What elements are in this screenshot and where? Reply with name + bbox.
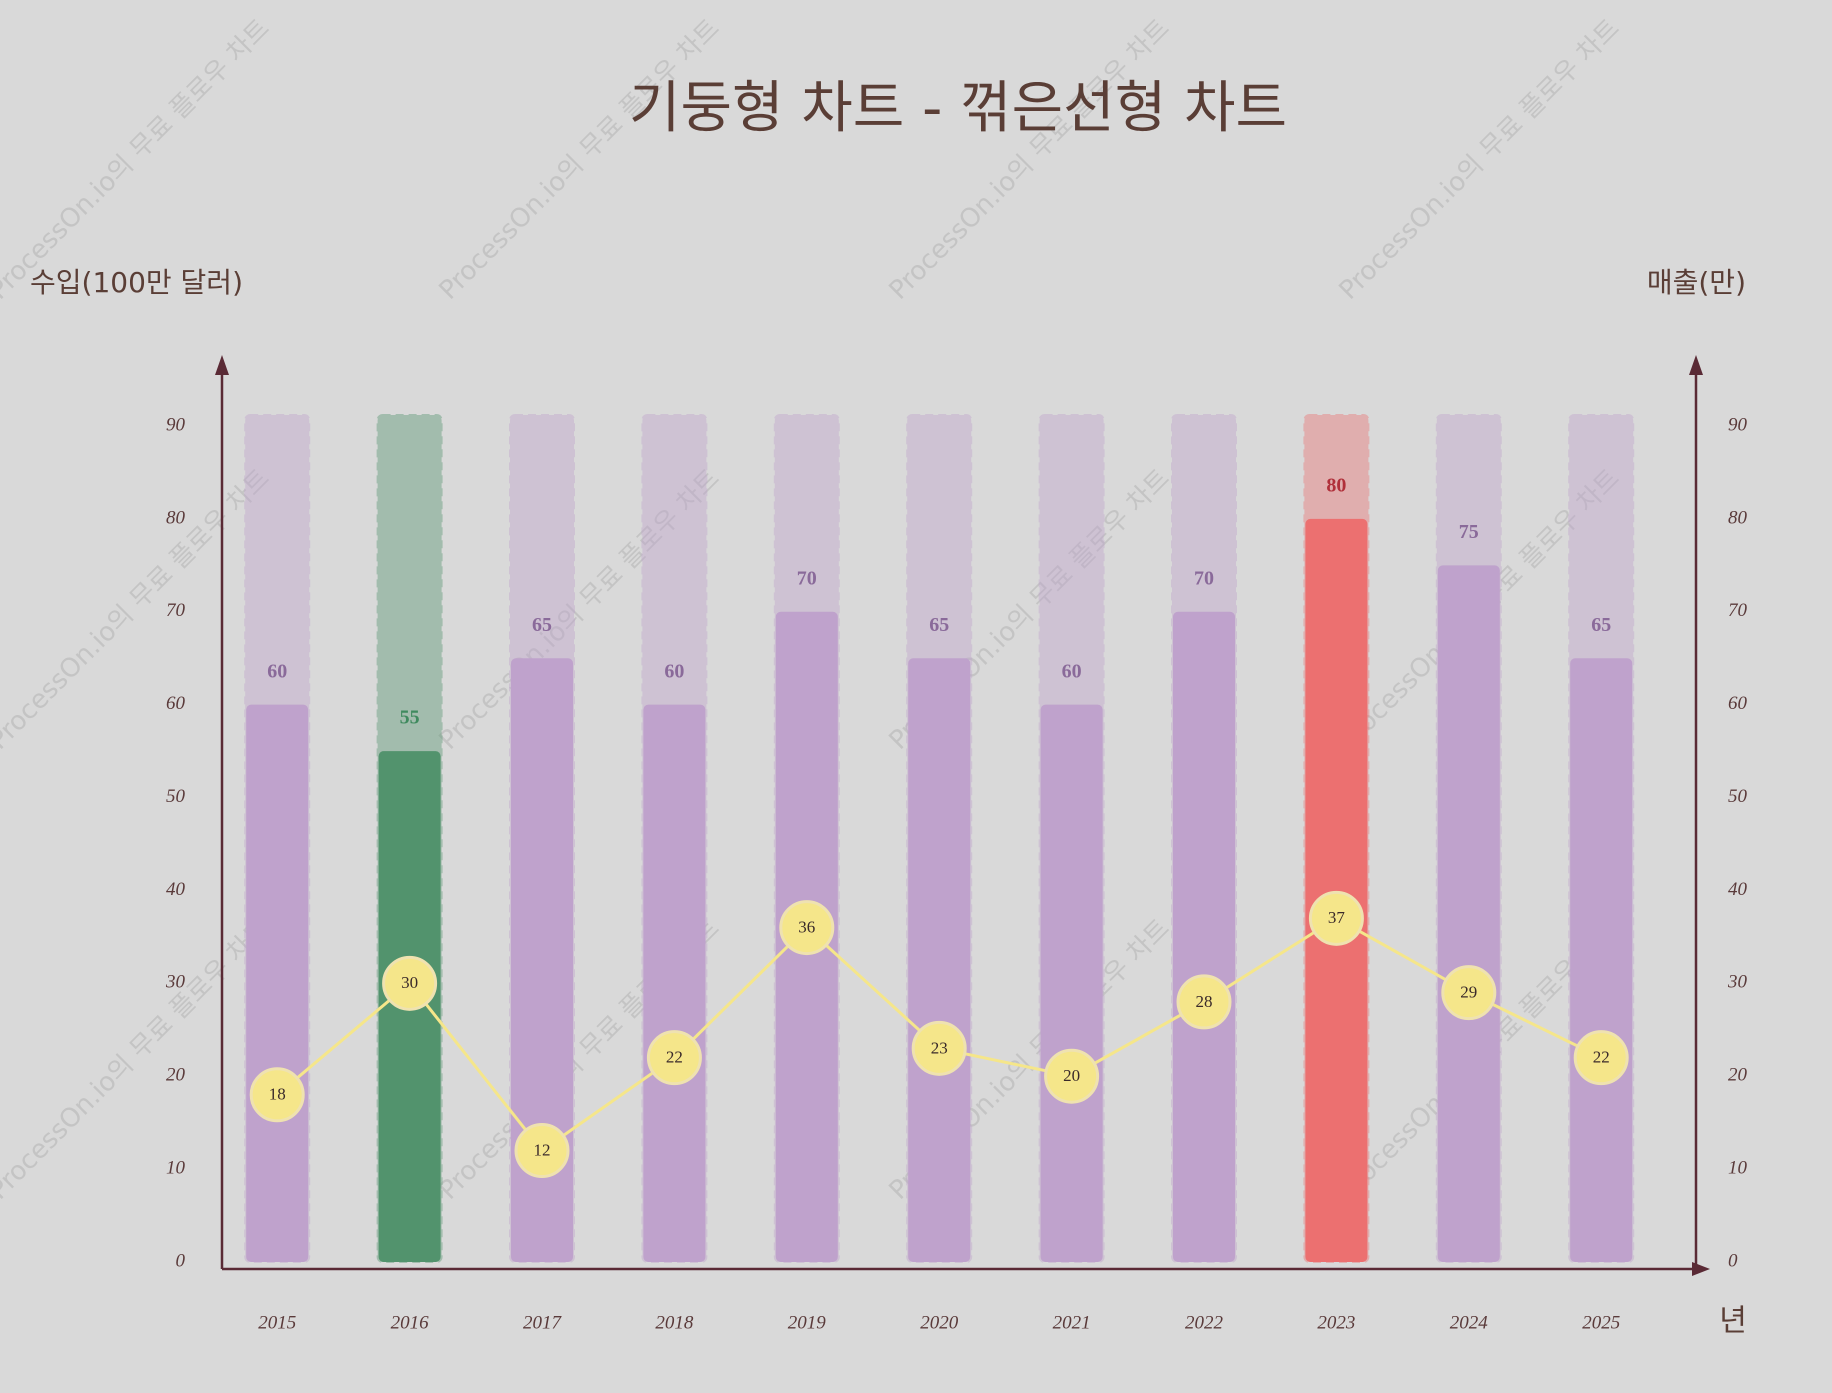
x-tick-label: 2023 <box>1317 1312 1355 1333</box>
line-marker <box>514 1123 570 1179</box>
bar-value-label: 80 <box>1326 475 1346 497</box>
bar-value-label: 60 <box>267 660 287 682</box>
x-tick-label: 2024 <box>1450 1312 1489 1333</box>
y2-tick-label: 90 <box>1728 414 1748 435</box>
y2-tick-label: 0 <box>1728 1250 1738 1271</box>
bar <box>1305 518 1368 1262</box>
line-marker <box>911 1020 967 1076</box>
bar-value-label: 55 <box>400 707 420 729</box>
line-marker <box>382 955 438 1011</box>
line-marker <box>1308 890 1364 946</box>
line-value-label: 28 <box>1196 992 1213 1011</box>
bar <box>511 658 573 1262</box>
line-marker <box>1441 965 1497 1021</box>
x-tick-label: 2025 <box>1582 1312 1620 1333</box>
bar <box>1040 704 1103 1262</box>
x-axis-title: 년 <box>1719 1304 1747 1339</box>
line-marker <box>1176 974 1232 1030</box>
line-value-label: 22 <box>1593 1048 1610 1067</box>
y-axis-arrow <box>1689 355 1703 375</box>
y-tick-label: 90 <box>166 414 186 435</box>
line-value-label: 12 <box>534 1140 551 1159</box>
line-marker <box>779 900 835 956</box>
bar-value-label: 70 <box>797 567 817 589</box>
y2-tick-label: 20 <box>1728 1065 1748 1086</box>
y-axis-arrow <box>215 355 229 375</box>
x-tick-label: 2021 <box>1053 1312 1091 1333</box>
y2-axis-title: 매출(만) <box>1647 266 1746 299</box>
line-marker <box>249 1067 305 1123</box>
x-tick-label: 2015 <box>258 1312 296 1333</box>
y-tick-label: 40 <box>166 879 186 900</box>
line-value-label: 30 <box>401 973 418 992</box>
bar <box>246 704 309 1262</box>
line-value-label: 20 <box>1063 1066 1080 1085</box>
y2-tick-label: 10 <box>1728 1157 1748 1178</box>
bar-value-label: 60 <box>1062 660 1082 682</box>
y-tick-label: 30 <box>165 972 186 993</box>
y2-tick-label: 80 <box>1728 507 1748 528</box>
line-marker <box>646 1030 702 1086</box>
bar-value-label: 65 <box>929 614 949 636</box>
bar-value-label: 75 <box>1459 521 1479 543</box>
line-marker <box>1573 1030 1629 1086</box>
y-tick-label: 50 <box>166 786 186 807</box>
y-tick-label: 80 <box>166 507 186 528</box>
bar <box>1173 611 1235 1262</box>
chart-title: 기둥형 차트 - 꺾은선형 차트 <box>629 76 1287 141</box>
bar-value-label: 65 <box>532 614 552 636</box>
y-tick-label: 0 <box>176 1250 186 1271</box>
x-tick-label: 2022 <box>1185 1312 1224 1333</box>
line-value-label: 37 <box>1328 908 1346 927</box>
line-value-label: 23 <box>931 1038 948 1057</box>
bar-value-label: 65 <box>1591 614 1611 636</box>
y2-tick-label: 30 <box>1727 972 1748 993</box>
y-axis-title: 수입(100만 달러) <box>30 266 243 299</box>
bar <box>643 704 706 1262</box>
y-tick-label: 20 <box>166 1065 186 1086</box>
line-marker <box>1044 1048 1100 1104</box>
x-tick-label: 2019 <box>788 1312 827 1333</box>
line-value-label: 36 <box>798 918 815 937</box>
x-tick-label: 2016 <box>391 1312 430 1333</box>
line-value-label: 18 <box>269 1085 286 1104</box>
y2-tick-label: 50 <box>1728 786 1748 807</box>
y2-tick-label: 70 <box>1728 600 1748 621</box>
x-tick-label: 2017 <box>523 1312 563 1333</box>
x-tick-label: 2018 <box>655 1312 694 1333</box>
y2-tick-label: 60 <box>1728 693 1748 714</box>
line-value-label: 29 <box>1460 983 1477 1002</box>
bar <box>1570 658 1633 1262</box>
y2-tick-label: 40 <box>1728 879 1748 900</box>
bar <box>1437 565 1500 1262</box>
x-tick-label: 2020 <box>920 1312 959 1333</box>
y-tick-label: 60 <box>166 693 186 714</box>
bar-value-label: 60 <box>664 660 684 682</box>
bar <box>908 658 971 1262</box>
y-tick-label: 70 <box>166 600 186 621</box>
y-tick-label: 10 <box>166 1157 186 1178</box>
bar-value-label: 70 <box>1194 567 1214 589</box>
line-value-label: 22 <box>666 1048 683 1067</box>
